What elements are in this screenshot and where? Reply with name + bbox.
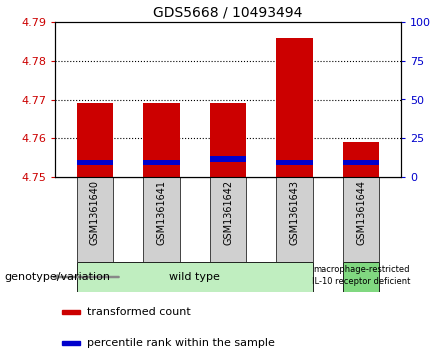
Bar (343, 142, 379, 177)
Bar (343, 262, 379, 292)
Bar (77, 103, 113, 177)
Bar (143, 103, 180, 177)
Text: GSM1361643: GSM1361643 (290, 180, 300, 245)
Text: wild type: wild type (169, 272, 220, 282)
Bar (77, 177, 113, 262)
Text: transformed count: transformed count (87, 307, 191, 317)
Text: percentile rank within the sample: percentile rank within the sample (87, 338, 275, 348)
Bar (210, 103, 246, 177)
Bar (143, 177, 180, 262)
Bar (62, 341, 80, 345)
Bar (77, 262, 313, 292)
Bar (143, 160, 180, 166)
Text: macrophage-restricted
IL-10 receptor deficient: macrophage-restricted IL-10 receptor def… (312, 265, 410, 286)
Text: GSM1361640: GSM1361640 (90, 180, 100, 245)
Bar (343, 160, 379, 166)
Bar (210, 177, 246, 262)
Bar (276, 177, 313, 262)
Text: genotype/variation: genotype/variation (4, 272, 110, 282)
Bar (77, 160, 113, 166)
Text: GSM1361642: GSM1361642 (223, 180, 233, 245)
Bar (62, 310, 80, 314)
Text: GSM1361644: GSM1361644 (356, 180, 366, 245)
Bar (210, 156, 246, 162)
Text: GSM1361641: GSM1361641 (156, 180, 166, 245)
Bar (276, 37, 313, 177)
Title: GDS5668 / 10493494: GDS5668 / 10493494 (153, 5, 303, 20)
Bar (276, 160, 313, 166)
Bar (343, 177, 379, 262)
